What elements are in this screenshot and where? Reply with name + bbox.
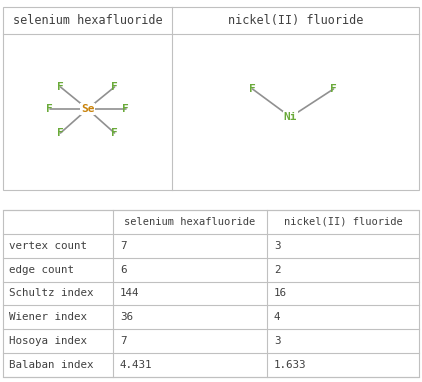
Text: F: F [249,84,256,94]
Text: 4: 4 [274,312,281,322]
Text: selenium hexafluoride: selenium hexafluoride [13,14,162,27]
Text: Ni: Ni [284,112,297,122]
Text: Se: Se [81,104,94,114]
Text: 3: 3 [274,241,281,251]
Bar [3,7,419,190]
Text: 2: 2 [274,265,281,275]
Text: 144: 144 [120,288,140,298]
Text: F: F [122,104,129,114]
Text: 16: 16 [274,288,287,298]
Text: Balaban index: Balaban index [9,360,94,370]
Text: 36: 36 [120,312,133,322]
Text: nickel(II) fluoride: nickel(II) fluoride [284,217,402,227]
Text: F: F [46,104,53,114]
Text: 4.431: 4.431 [120,360,152,370]
Text: edge count: edge count [9,265,74,275]
Text: 7: 7 [120,336,127,346]
Text: Schultz index: Schultz index [9,288,94,298]
Text: nickel(II) fluoride: nickel(II) fluoride [228,14,363,27]
Text: 3: 3 [274,336,281,346]
Text: vertex count: vertex count [9,241,87,251]
Text: F: F [111,82,118,92]
Text: Wiener index: Wiener index [9,312,87,322]
Text: Hosoya index: Hosoya index [9,336,87,346]
Text: F: F [57,82,64,92]
Text: F: F [111,128,118,138]
Text: 7: 7 [120,241,127,251]
Text: F: F [330,84,337,94]
Bar [3,210,419,377]
Text: selenium hexafluoride: selenium hexafluoride [124,217,256,227]
Text: 6: 6 [120,265,127,275]
Text: F: F [57,128,64,138]
Text: 1.633: 1.633 [274,360,306,370]
